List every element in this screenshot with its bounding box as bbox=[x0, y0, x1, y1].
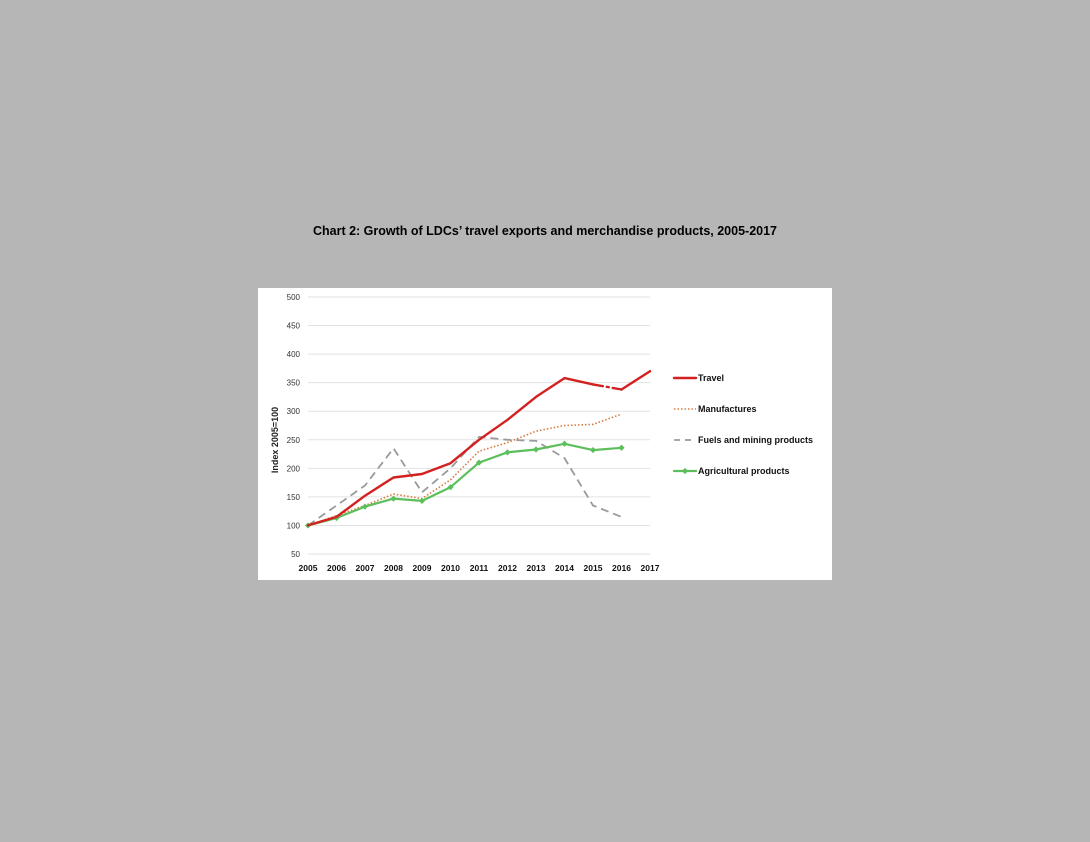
x-tick-label: 2015 bbox=[584, 563, 603, 573]
x-tick-label: 2006 bbox=[327, 563, 346, 573]
legend-label-travel: Travel bbox=[698, 373, 724, 383]
data-point-agricultural-products bbox=[618, 444, 625, 451]
series-line-travel bbox=[591, 383, 623, 391]
data-point-agricultural-products bbox=[504, 449, 511, 456]
x-tick-label: 2007 bbox=[356, 563, 375, 573]
y-tick-label: 250 bbox=[287, 436, 301, 445]
x-tick-label: 2008 bbox=[384, 563, 403, 573]
series-line-travel bbox=[306, 376, 595, 527]
y-tick-label: 350 bbox=[287, 379, 301, 388]
y-tick-label: 100 bbox=[287, 521, 301, 530]
x-axis-ticks: 2005 2006 2007 2008 2009 2010 2011 2012 2013 2014… bbox=[299, 563, 660, 573]
y-tick-label: 500 bbox=[287, 293, 301, 302]
legend-label-agricultural-products: Agricultural products bbox=[698, 466, 790, 476]
legend-label-fuels-and-mining-products: Fuels and mining products bbox=[698, 435, 813, 445]
series-lines bbox=[304, 369, 652, 529]
y-tick-label: 450 bbox=[287, 322, 301, 331]
x-tick-label: 2012 bbox=[498, 563, 517, 573]
legend-marker-agricultural-products bbox=[681, 467, 689, 475]
y-tick-label: 150 bbox=[287, 493, 301, 502]
y-tick-label: 200 bbox=[287, 464, 301, 473]
x-tick-label: 2010 bbox=[441, 563, 460, 573]
data-point-agricultural-products bbox=[589, 446, 597, 454]
y-tick-label: 300 bbox=[287, 407, 301, 416]
chart-title: Chart 2: Growth of LDCs’ travel exports … bbox=[312, 224, 778, 238]
y-axis-label: Index 2005=100 bbox=[270, 407, 280, 473]
x-tick-label: 2014 bbox=[555, 563, 574, 573]
y-tick-label: 50 bbox=[291, 550, 300, 559]
chart-panel: 50 100 150 200 250 300 350 400 450 500 2005 2006 20… bbox=[258, 288, 832, 580]
data-point-agricultural-products bbox=[532, 446, 540, 453]
x-tick-label: 2005 bbox=[299, 563, 318, 573]
y-axis-ticks: 50 100 150 200 250 300 350 400 450 500 bbox=[287, 293, 301, 559]
data-point-agricultural-products bbox=[361, 503, 369, 510]
series-line-agricultural-products bbox=[306, 442, 623, 527]
x-tick-label: 2009 bbox=[413, 563, 432, 573]
legend-label-manufactures: Manufactures bbox=[698, 404, 757, 414]
grid-lines bbox=[308, 296, 650, 555]
x-tick-label: 2011 bbox=[470, 563, 489, 573]
x-tick-label: 2017 bbox=[641, 563, 660, 573]
data-point-agricultural-products bbox=[447, 484, 454, 491]
data-point-agricultural-products bbox=[475, 459, 483, 466]
series-line-travel bbox=[620, 369, 652, 391]
y-tick-label: 400 bbox=[287, 350, 301, 359]
data-point-agricultural-products bbox=[561, 440, 568, 447]
legend: Travel Manufactures Fuels and mining produ… bbox=[672, 373, 813, 476]
x-tick-label: 2016 bbox=[612, 563, 631, 573]
x-tick-label: 2013 bbox=[527, 563, 546, 573]
series-line-manufactures bbox=[307, 413, 622, 527]
